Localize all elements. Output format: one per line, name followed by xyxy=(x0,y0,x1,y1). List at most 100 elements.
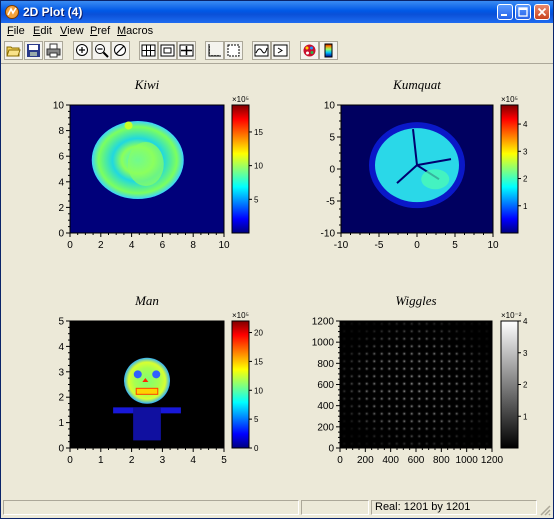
kumquat-xtick-label: 5 xyxy=(452,240,458,251)
kumquat-xtick-label: 10 xyxy=(487,240,499,251)
man-xtick-label: 3 xyxy=(160,455,166,466)
menu-file[interactable]: File xyxy=(7,25,25,37)
menu-view[interactable]: View xyxy=(60,25,84,37)
kumquat-colorbar-label: 3 xyxy=(523,147,528,156)
wiggles-ytick-label: 0 xyxy=(328,444,334,455)
man-nose xyxy=(142,377,149,382)
kiwi-colorbar-exponent: ×10⁵ xyxy=(232,95,249,104)
kiwi-xtick-label: 10 xyxy=(218,240,230,251)
kiwi-xtick-label: 4 xyxy=(129,240,135,251)
kiwi-xtick-label: 6 xyxy=(160,240,166,251)
man-ytick-label: 5 xyxy=(58,317,64,328)
grid-layout-button[interactable] xyxy=(139,41,158,60)
kiwi-colorbar xyxy=(231,104,250,234)
wiggles-xtick-label: 0 xyxy=(337,455,343,466)
title-bar[interactable]: 2D Plot (4) xyxy=(1,1,553,23)
kiwi-title: Kiwi xyxy=(134,77,160,92)
close-button[interactable] xyxy=(534,4,550,20)
wiggles-vignette xyxy=(340,321,492,448)
kumquat-ytick-label: -10 xyxy=(321,229,336,240)
wiggles-xtick-label: 1000 xyxy=(456,455,479,466)
menu-pref[interactable]: Pref xyxy=(90,25,111,37)
wiggles-ytick-label: 400 xyxy=(317,401,334,412)
man-xtick-label: 2 xyxy=(129,455,135,466)
kiwi-colorbar-label: 10 xyxy=(254,162,263,171)
kiwi-ytick-label: 0 xyxy=(58,229,64,240)
save-button[interactable] xyxy=(24,41,43,60)
wiggles-xtick-label: 400 xyxy=(382,455,399,466)
plot-area: Kiwi 0 2 4 6 8 10 0 2 4 6 8 10 ×10⁵ 5 10 15 Kumquat -10 -5… xyxy=(3,65,552,497)
man-xtick-label: 1 xyxy=(98,455,104,466)
kiwi-ytick-label: 10 xyxy=(53,101,65,112)
kumquat-ytick-label: -5 xyxy=(326,197,335,208)
wiggles-colorbar-label: 2 xyxy=(523,381,528,390)
kumquat-plot: Kumquat -10 -5 0 5 10 -10 -5 0 5 10 ×10⁵ 1 2 3 4 xyxy=(321,77,528,251)
zoom-reset-button[interactable] xyxy=(111,41,130,60)
status-dimensions: Real: 1201 by 1201 xyxy=(371,500,537,515)
kumquat-segment-highlight xyxy=(421,169,450,190)
export-button[interactable] xyxy=(271,41,290,60)
man-ytick-label: 4 xyxy=(58,342,64,353)
kiwi-seed-spot xyxy=(124,121,133,130)
man-ytick-label: 2 xyxy=(58,393,64,404)
man-colorbar-label: 20 xyxy=(254,329,263,338)
toolbar xyxy=(1,39,553,64)
wiggles-colorbar-exponent: ×10⁻² xyxy=(501,311,522,320)
minimize-icon xyxy=(501,14,507,16)
wiggles-colorbar-label: 4 xyxy=(523,317,528,326)
box-button[interactable] xyxy=(224,41,243,60)
maximize-icon xyxy=(518,7,528,17)
man-colorbar-label: 5 xyxy=(254,415,259,424)
kumquat-ytick-label: 10 xyxy=(324,101,336,112)
kumquat-xtick-label: -5 xyxy=(375,240,384,251)
wiggles-xtick-label: 200 xyxy=(357,455,374,466)
wiggles-ytick-label: 600 xyxy=(317,380,334,391)
kumquat-ytick-label: 0 xyxy=(329,165,335,176)
man-colorbar-label: 10 xyxy=(254,386,263,395)
save-icon xyxy=(27,44,40,57)
print-button[interactable] xyxy=(44,41,63,60)
zoom-in-icon xyxy=(76,44,88,56)
status-cell-left xyxy=(3,500,299,515)
man-colorbar-label: 15 xyxy=(254,357,263,366)
close-icon xyxy=(537,7,547,17)
man-xtick-label: 5 xyxy=(221,455,227,466)
open-button[interactable] xyxy=(4,41,23,60)
man-xtick-label: 4 xyxy=(190,455,196,466)
kiwi-colorbar-label: 5 xyxy=(254,195,259,204)
kumquat-title: Kumquat xyxy=(392,77,441,92)
kiwi-ytick-label: 4 xyxy=(58,177,64,188)
man-body xyxy=(133,407,161,441)
axes-button[interactable] xyxy=(205,41,224,60)
resize-grip-icon[interactable] xyxy=(539,504,551,516)
kumquat-xtick-label: 0 xyxy=(414,240,420,251)
palette-button[interactable] xyxy=(300,41,319,60)
status-bar: Real: 1201 by 1201 xyxy=(1,498,553,518)
axes-icon xyxy=(208,44,221,57)
crosshair-frame-icon xyxy=(179,44,194,57)
menu-edit[interactable]: Edit xyxy=(33,25,52,37)
man-title: Man xyxy=(134,293,159,308)
maximize-button[interactable] xyxy=(515,4,531,20)
kiwi-ytick-label: 6 xyxy=(58,152,64,163)
minimize-button[interactable] xyxy=(497,4,513,20)
zoom-in-button[interactable] xyxy=(73,41,92,60)
man-ytick-label: 1 xyxy=(58,418,64,429)
man-mouth xyxy=(135,387,159,395)
single-frame-button[interactable] xyxy=(158,41,177,60)
zoom-out-button[interactable] xyxy=(92,41,111,60)
line-plot-icon xyxy=(254,44,269,57)
wiggles-ytick-label: 1200 xyxy=(312,317,335,328)
crosshair-frame-button[interactable] xyxy=(177,41,196,60)
man-eye-right xyxy=(152,370,161,379)
colorbar-icon xyxy=(324,43,333,58)
line-plot-button[interactable] xyxy=(252,41,271,60)
kiwi-xtick-label: 0 xyxy=(67,240,73,251)
wiggles-ytick-label: 800 xyxy=(317,359,334,370)
colorbar-button[interactable] xyxy=(319,41,338,60)
wiggles-colorbar-label: 3 xyxy=(523,349,528,358)
kumquat-colorbar-label: 2 xyxy=(523,175,528,184)
zoom-out-icon xyxy=(95,44,109,58)
menu-macros[interactable]: Macros xyxy=(117,25,154,37)
